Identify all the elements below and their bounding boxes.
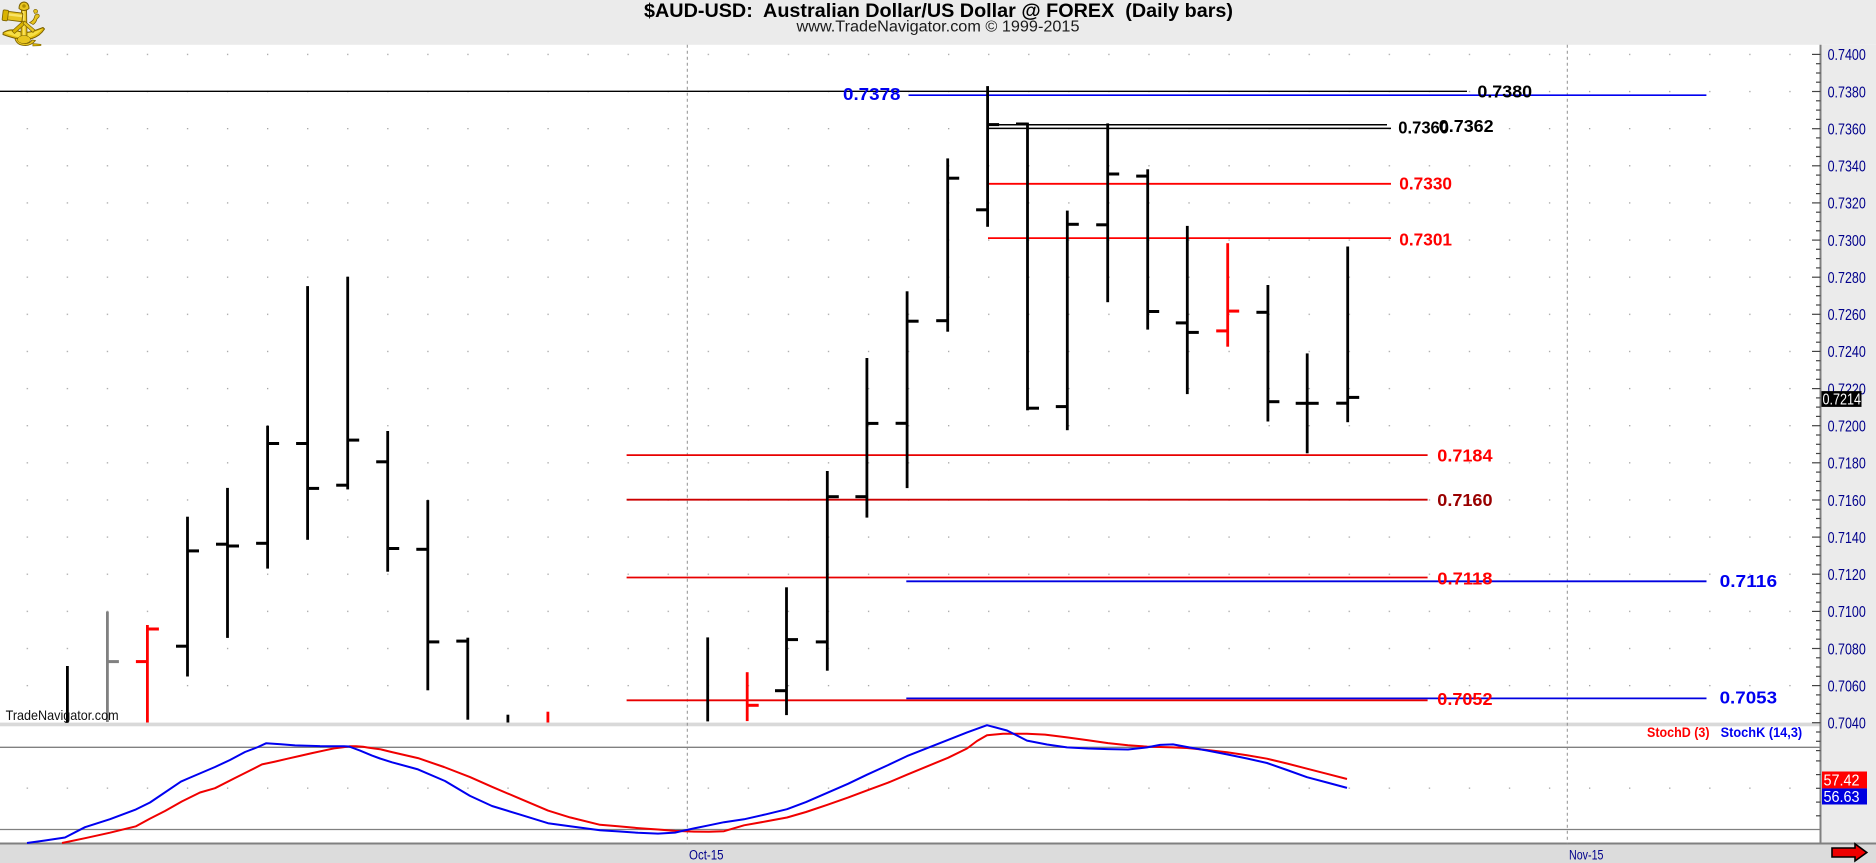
svg-text:0.7160: 0.7160: [1828, 493, 1866, 510]
svg-text:Nov-15: Nov-15: [1569, 848, 1604, 863]
svg-text:0.7160: 0.7160: [1437, 490, 1492, 510]
svg-text:0.7360: 0.7360: [1398, 118, 1449, 138]
svg-text:0.7380: 0.7380: [1477, 82, 1532, 102]
svg-text:57.42: 57.42: [1824, 772, 1860, 789]
svg-text:0.7120: 0.7120: [1828, 567, 1866, 584]
svg-text:0.7362: 0.7362: [1439, 116, 1494, 136]
svg-text:TradeNavigator.com: TradeNavigator.com: [6, 707, 119, 723]
svg-text:0.7080: 0.7080: [1828, 641, 1866, 658]
svg-text:0.7240: 0.7240: [1828, 344, 1866, 361]
svg-text:0.7400: 0.7400: [1828, 47, 1866, 64]
svg-text:0.7053: 0.7053: [1720, 688, 1778, 708]
svg-text:0.7360: 0.7360: [1828, 122, 1866, 139]
svg-text:0.7380: 0.7380: [1828, 84, 1866, 101]
svg-text:0.7040: 0.7040: [1828, 716, 1866, 733]
svg-text:0.7340: 0.7340: [1828, 159, 1866, 176]
svg-text:0.7060: 0.7060: [1828, 678, 1866, 695]
svg-text:0.7280: 0.7280: [1828, 270, 1866, 287]
svg-text:0.7140: 0.7140: [1828, 530, 1866, 547]
svg-text:0.7301: 0.7301: [1399, 230, 1452, 250]
svg-text:0.7184: 0.7184: [1437, 445, 1492, 465]
svg-text:0.7260: 0.7260: [1828, 307, 1866, 324]
svg-text:$AUD-USD: Australian Dollar/U: $AUD-USD: Australian Dollar/US Dollar @ …: [644, 1, 1233, 22]
svg-text:www.TradeNavigator.com © 1999-: www.TradeNavigator.com © 1999-2015: [795, 19, 1079, 36]
svg-text:0.7330: 0.7330: [1399, 174, 1452, 194]
svg-text:0.7052: 0.7052: [1437, 689, 1492, 709]
svg-text:0.7214: 0.7214: [1823, 392, 1862, 409]
svg-text:0.7200: 0.7200: [1828, 419, 1866, 436]
svg-text:0.7320: 0.7320: [1828, 196, 1866, 213]
svg-text:0.7300: 0.7300: [1828, 233, 1866, 250]
svg-text:0.7116: 0.7116: [1720, 571, 1778, 591]
svg-text:0.7100: 0.7100: [1828, 604, 1866, 621]
svg-text:StochK (14,3): StochK (14,3): [1721, 724, 1803, 740]
svg-text:Oct-15: Oct-15: [689, 848, 724, 863]
svg-text:StochD (3): StochD (3): [1647, 724, 1710, 740]
svg-text:0.7118: 0.7118: [1437, 569, 1492, 589]
svg-text:0.7378: 0.7378: [843, 84, 901, 104]
svg-text:56.63: 56.63: [1824, 789, 1860, 806]
svg-text:0.7180: 0.7180: [1828, 456, 1866, 473]
